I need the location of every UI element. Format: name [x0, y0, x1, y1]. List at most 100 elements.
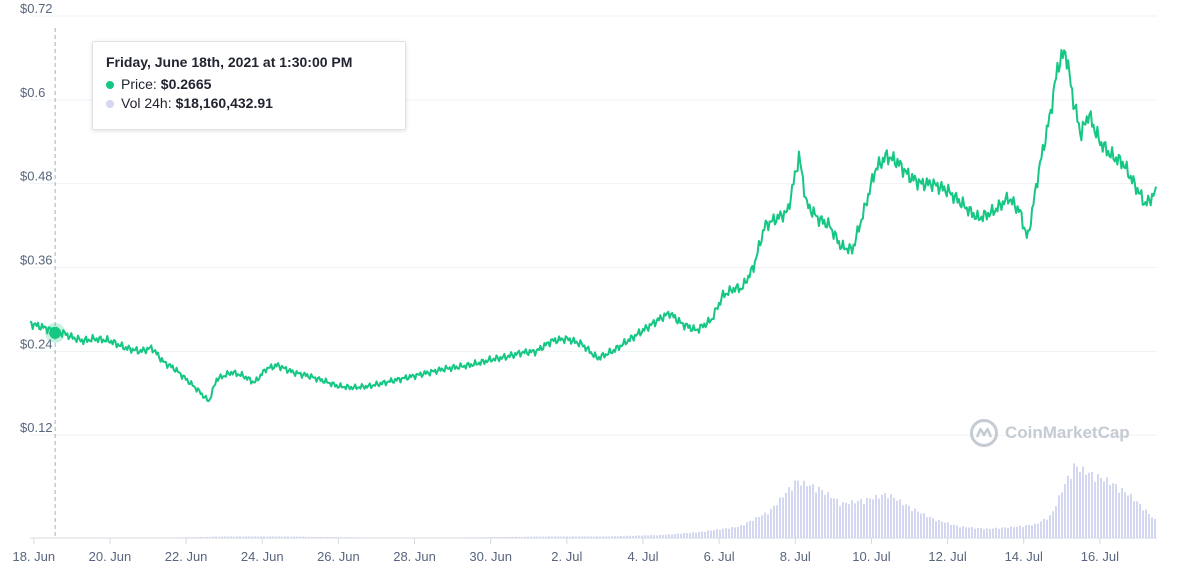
volume-bar: [812, 484, 814, 538]
volume-bar: [806, 486, 808, 538]
volume-bar: [200, 536, 202, 538]
volume-bar: [791, 490, 793, 538]
volume-bar: [1013, 527, 1015, 538]
volume-bar: [293, 536, 295, 538]
volume-bar: [857, 500, 859, 538]
volume-bar: [263, 536, 265, 538]
volume-bar: [1028, 524, 1030, 538]
volume-bar: [929, 516, 931, 538]
volume-bar: [575, 536, 577, 538]
x-tick-label: 18. Jun: [12, 549, 55, 564]
volume-bar: [236, 536, 238, 538]
volume-bar: [1052, 511, 1054, 538]
volume-bar: [695, 532, 697, 538]
volume-bar: [317, 536, 319, 538]
volume-bar: [1151, 517, 1153, 538]
volume-bar: [638, 535, 640, 538]
volume-bar: [1067, 475, 1069, 538]
volume-bar: [968, 527, 970, 538]
volume-bar: [233, 536, 235, 538]
volume-bar: [1019, 525, 1021, 538]
volume-bar: [671, 534, 673, 538]
volume-bar: [869, 498, 871, 538]
volume-bar: [1127, 495, 1129, 538]
y-tick-label: $0.24: [20, 336, 53, 351]
volume-bar: [314, 536, 316, 538]
volume-bar: [506, 536, 508, 538]
volume-bar: [608, 536, 610, 538]
volume-bar: [860, 499, 862, 538]
volume-bar: [887, 498, 889, 538]
volume-bar: [278, 536, 280, 538]
volume-bar: [872, 499, 874, 538]
volume-bar: [245, 536, 247, 538]
volume-bar: [476, 537, 478, 538]
x-axis: 18. Jun 20. Jun 22. Jun 24. Jun 26. Jun 28. J…: [12, 538, 1119, 564]
volume-bar: [347, 537, 349, 538]
volume-dot-icon: [106, 99, 114, 108]
volume-bar: [992, 528, 994, 538]
volume-bar: [959, 527, 961, 538]
volume-bar: [1076, 466, 1078, 538]
volume-bar: [941, 521, 943, 538]
volume-bar: [683, 533, 685, 538]
volume-bar: [953, 524, 955, 538]
tooltip-price-value: $0.2665: [160, 76, 212, 92]
y-tick-label: $0.12: [20, 420, 53, 435]
hover-point[interactable]: [49, 326, 62, 339]
x-tick-label: 8. Jul: [780, 549, 811, 564]
volume-bar: [593, 536, 595, 538]
volume-bar: [773, 505, 775, 538]
volume-bar: [332, 537, 334, 538]
volume-bar: [566, 536, 568, 538]
volume-bar: [230, 536, 232, 538]
volume-bar: [248, 536, 250, 538]
volume-bar: [644, 535, 646, 538]
volume-bar: [662, 534, 664, 538]
volume-bar: [494, 537, 496, 538]
volume-bar: [842, 502, 844, 538]
volume-bar: [827, 492, 829, 538]
volume-bar: [746, 522, 748, 538]
volume-bar: [581, 536, 583, 538]
volume-bar: [1103, 481, 1105, 538]
volume-bar: [656, 535, 658, 538]
volume-bar: [740, 525, 742, 538]
volume-bar: [824, 494, 826, 538]
volume-bar: [803, 480, 805, 538]
volume-bar: [920, 513, 922, 538]
volume-bar: [323, 536, 325, 538]
y-tick-label: $0.36: [20, 253, 53, 268]
volume-bar: [1007, 527, 1009, 538]
volume-bar: [341, 537, 343, 538]
volume-bar: [839, 506, 841, 538]
volume-bar: [308, 536, 310, 538]
volume-bar: [578, 536, 580, 538]
volume-bar: [1079, 471, 1081, 538]
volume-bar: [485, 537, 487, 538]
volume-bar: [815, 492, 817, 538]
volume-bar: [1142, 510, 1144, 538]
volume-bar: [1010, 526, 1012, 538]
volume-bar: [1139, 503, 1141, 538]
volume-bar: [188, 537, 190, 538]
volume-bar: [617, 536, 619, 538]
volume-bar: [758, 517, 760, 538]
volume-bar: [632, 535, 634, 538]
volume-bar: [713, 530, 715, 538]
volume-bar: [983, 529, 985, 538]
volume-bar: [1022, 526, 1024, 538]
volume-bar: [734, 527, 736, 538]
volume-bar: [1055, 506, 1057, 538]
volume-bar: [533, 536, 535, 538]
volume-bar: [1040, 521, 1042, 538]
volume-bar: [980, 528, 982, 538]
volume-bar: [770, 508, 772, 538]
volume-bar: [1064, 484, 1066, 538]
volume-bar: [227, 536, 229, 538]
volume-bar: [344, 537, 346, 538]
volume-bar: [206, 536, 208, 538]
volume-bar: [776, 505, 778, 538]
volume-bar: [650, 535, 652, 538]
